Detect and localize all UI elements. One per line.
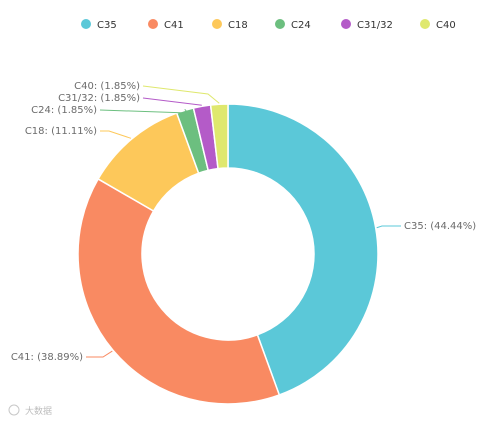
legend-label-c35[interactable]: C35 bbox=[97, 20, 117, 31]
leader-lines bbox=[86, 85, 401, 358]
legend-label-c24[interactable]: C24 bbox=[291, 20, 311, 31]
slice-c40[interactable] bbox=[209, 103, 229, 170]
watermark-text: 大数据 bbox=[25, 405, 52, 417]
legend-label-c40[interactable]: C40 bbox=[436, 20, 456, 31]
watermark: 大数据 bbox=[8, 404, 52, 417]
leader-line-c18 bbox=[100, 130, 132, 139]
legend-marker-c24[interactable] bbox=[275, 19, 285, 29]
data-label-c40: C40: (1.85%) bbox=[74, 81, 140, 92]
data-label-c18: C18: (11.11%) bbox=[25, 126, 97, 137]
weibo-icon bbox=[8, 404, 20, 416]
slice-labels: C35: (44.44%) C41: (38.89%) C18: (11.11%) C… bbox=[11, 81, 476, 363]
legend-label-c18[interactable]: C18 bbox=[228, 20, 248, 31]
legend-marker-c41[interactable] bbox=[148, 19, 158, 29]
slice-c41[interactable] bbox=[77, 177, 281, 405]
data-label-c24: C24: (1.85%) bbox=[31, 105, 97, 116]
data-label-c31-32: C31/32: (1.85%) bbox=[58, 93, 140, 104]
leader-line-c24 bbox=[99, 108, 190, 114]
legend-marker-c18[interactable] bbox=[212, 19, 222, 29]
legend-label-c31-32[interactable]: C31/32 bbox=[357, 20, 393, 31]
leader-line-c41 bbox=[86, 350, 113, 358]
leader-line-c35 bbox=[376, 225, 401, 229]
legend-marker-c35[interactable] bbox=[81, 19, 91, 29]
donut-slices bbox=[77, 103, 379, 405]
legend-marker-c31-32[interactable] bbox=[341, 19, 351, 29]
legend-marker-c40[interactable] bbox=[420, 19, 430, 29]
chart-legend: C35 C41 C18 C24 C31/32 C40 bbox=[81, 19, 456, 31]
legend-label-c41[interactable]: C41 bbox=[164, 20, 184, 31]
data-label-c41: C41: (38.89%) bbox=[11, 352, 83, 363]
slice-c35[interactable] bbox=[227, 103, 379, 396]
leader-line-c40 bbox=[142, 85, 220, 104]
data-label-c35: C35: (44.44%) bbox=[404, 221, 476, 232]
leader-line-c31-32 bbox=[142, 97, 202, 106]
